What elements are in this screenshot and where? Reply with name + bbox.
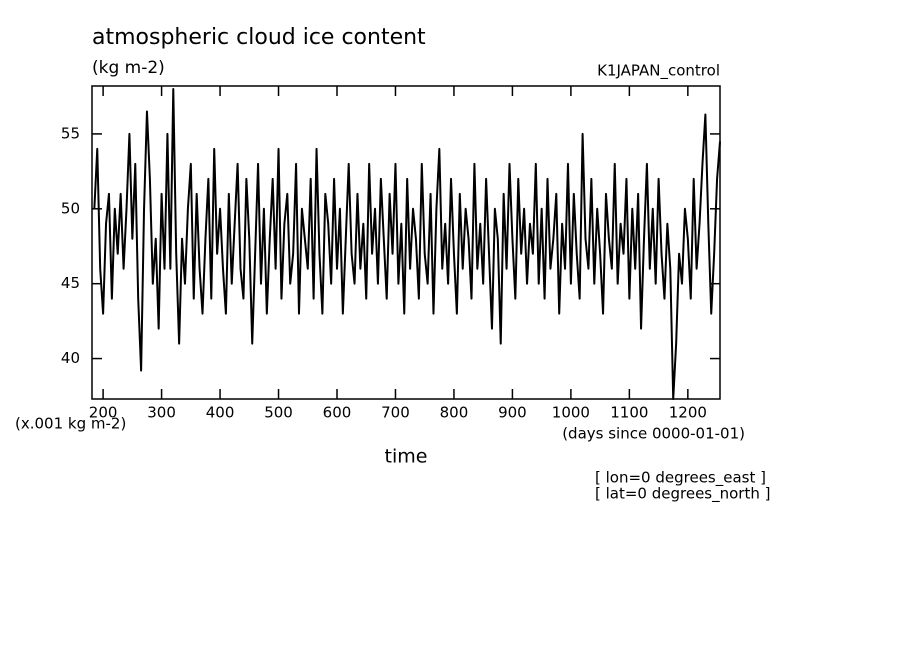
y-tick-label: 55 xyxy=(61,124,80,142)
x-tick-label: 800 xyxy=(440,404,469,422)
experiment-label: K1JAPAN_control xyxy=(597,62,720,81)
x-tick-label: 500 xyxy=(264,404,293,422)
y-tick-label: 45 xyxy=(61,274,80,292)
chart-title: atmospheric cloud ice content xyxy=(92,25,426,50)
y-tick-label: 50 xyxy=(61,199,80,217)
x-unit-label: (days since 0000-01-01) xyxy=(562,425,745,443)
x-axis-label: time xyxy=(385,446,428,468)
x-tick-label: 1200 xyxy=(669,404,707,422)
x-tick-label: 400 xyxy=(206,404,235,422)
x-tick-label: 900 xyxy=(498,404,527,422)
chart-subtitle: (kg m-2) xyxy=(92,58,165,78)
y-tick-label: 40 xyxy=(61,349,80,367)
plot-frame xyxy=(91,85,721,400)
x-tick-label: 700 xyxy=(381,404,410,422)
annotation: [ lon=0 degrees_east ] xyxy=(595,469,766,488)
annotation: [ lat=0 degrees_north ] xyxy=(595,485,770,504)
x-tick-label: 200 xyxy=(89,404,118,422)
x-tick-label: 1100 xyxy=(610,404,648,422)
x-tick-label: 1000 xyxy=(552,404,590,422)
data-line xyxy=(93,88,721,400)
x-tick-label: 300 xyxy=(147,404,176,422)
x-tick-label: 600 xyxy=(323,404,352,422)
y-unit-label: (x.001 kg m-2) xyxy=(15,415,126,433)
